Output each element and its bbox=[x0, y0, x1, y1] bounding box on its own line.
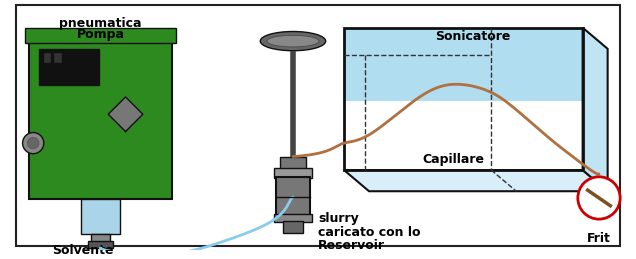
FancyBboxPatch shape bbox=[16, 5, 620, 246]
Polygon shape bbox=[344, 170, 607, 191]
Text: Solvente: Solvente bbox=[52, 244, 114, 257]
Text: caricato con lo: caricato con lo bbox=[318, 226, 420, 239]
Circle shape bbox=[23, 133, 44, 154]
Polygon shape bbox=[583, 28, 607, 191]
FancyBboxPatch shape bbox=[275, 177, 310, 215]
FancyBboxPatch shape bbox=[54, 53, 61, 62]
FancyBboxPatch shape bbox=[81, 199, 120, 234]
FancyBboxPatch shape bbox=[44, 53, 50, 62]
Text: Reservoir: Reservoir bbox=[318, 239, 385, 252]
Text: slurry: slurry bbox=[318, 212, 359, 225]
FancyBboxPatch shape bbox=[273, 214, 312, 222]
FancyBboxPatch shape bbox=[284, 221, 303, 233]
Circle shape bbox=[27, 137, 39, 149]
FancyBboxPatch shape bbox=[88, 241, 113, 248]
Text: Capillare: Capillare bbox=[423, 153, 485, 166]
FancyBboxPatch shape bbox=[273, 168, 312, 178]
Text: Frit: Frit bbox=[587, 232, 611, 245]
FancyBboxPatch shape bbox=[25, 28, 176, 43]
Ellipse shape bbox=[260, 32, 326, 51]
FancyBboxPatch shape bbox=[344, 28, 583, 101]
Text: pneumatica: pneumatica bbox=[59, 17, 142, 30]
Text: Pompa: Pompa bbox=[76, 28, 125, 41]
Ellipse shape bbox=[267, 35, 319, 47]
Circle shape bbox=[578, 177, 620, 219]
Text: Sonicatore: Sonicatore bbox=[435, 30, 511, 43]
FancyBboxPatch shape bbox=[39, 49, 99, 85]
FancyBboxPatch shape bbox=[29, 37, 172, 199]
FancyBboxPatch shape bbox=[91, 234, 110, 243]
Polygon shape bbox=[108, 97, 143, 132]
FancyBboxPatch shape bbox=[279, 157, 307, 170]
